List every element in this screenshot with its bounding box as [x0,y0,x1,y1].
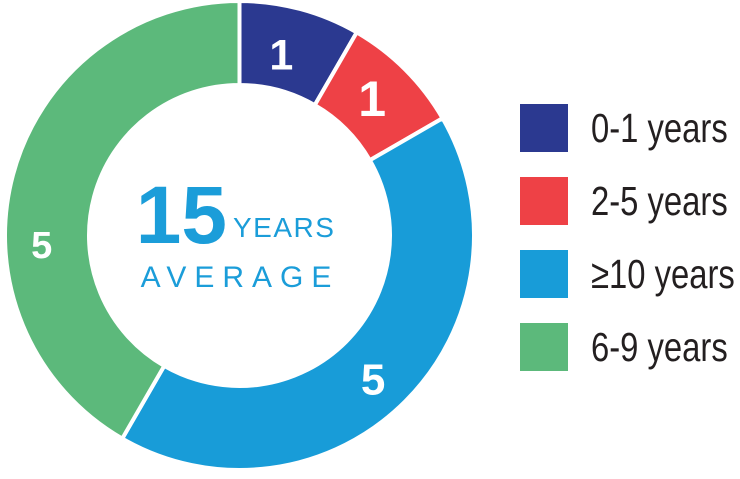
chart-legend: 0-1 years 2-5 years ≥10 years 6-9 years [520,104,740,371]
legend-item-label: ≥10 years [591,250,735,297]
legend-item: 0-1 years [520,104,740,152]
legend-item: 6-9 years [520,323,740,371]
donut-center-text: 15 YEARS AVERAGE [136,170,340,294]
center-unit-label: YEARS [233,212,335,243]
legend-color-swatch [520,323,568,371]
slice-value-label: 5 [361,356,385,405]
legend-item: 2-5 years [520,177,740,225]
donut-slice-10-years [119,115,476,472]
center-value: 15 [136,170,227,261]
legend-item-label: 2-5 years [591,177,728,224]
donut-slice-6-9-years [3,0,242,442]
legend-color-swatch [520,250,568,298]
slice-value-label: 1 [269,32,293,80]
slice-value-label: 5 [31,225,52,267]
legend-color-swatch [520,177,568,225]
legend-color-swatch [520,104,568,152]
legend-item: ≥10 years [520,250,740,298]
center-caption: AVERAGE [141,261,340,294]
slice-value-label: 1 [358,71,386,127]
legend-item-label: 0-1 years [591,104,728,151]
donut-slices [3,0,476,472]
legend-item-label: 6-9 years [591,323,728,370]
